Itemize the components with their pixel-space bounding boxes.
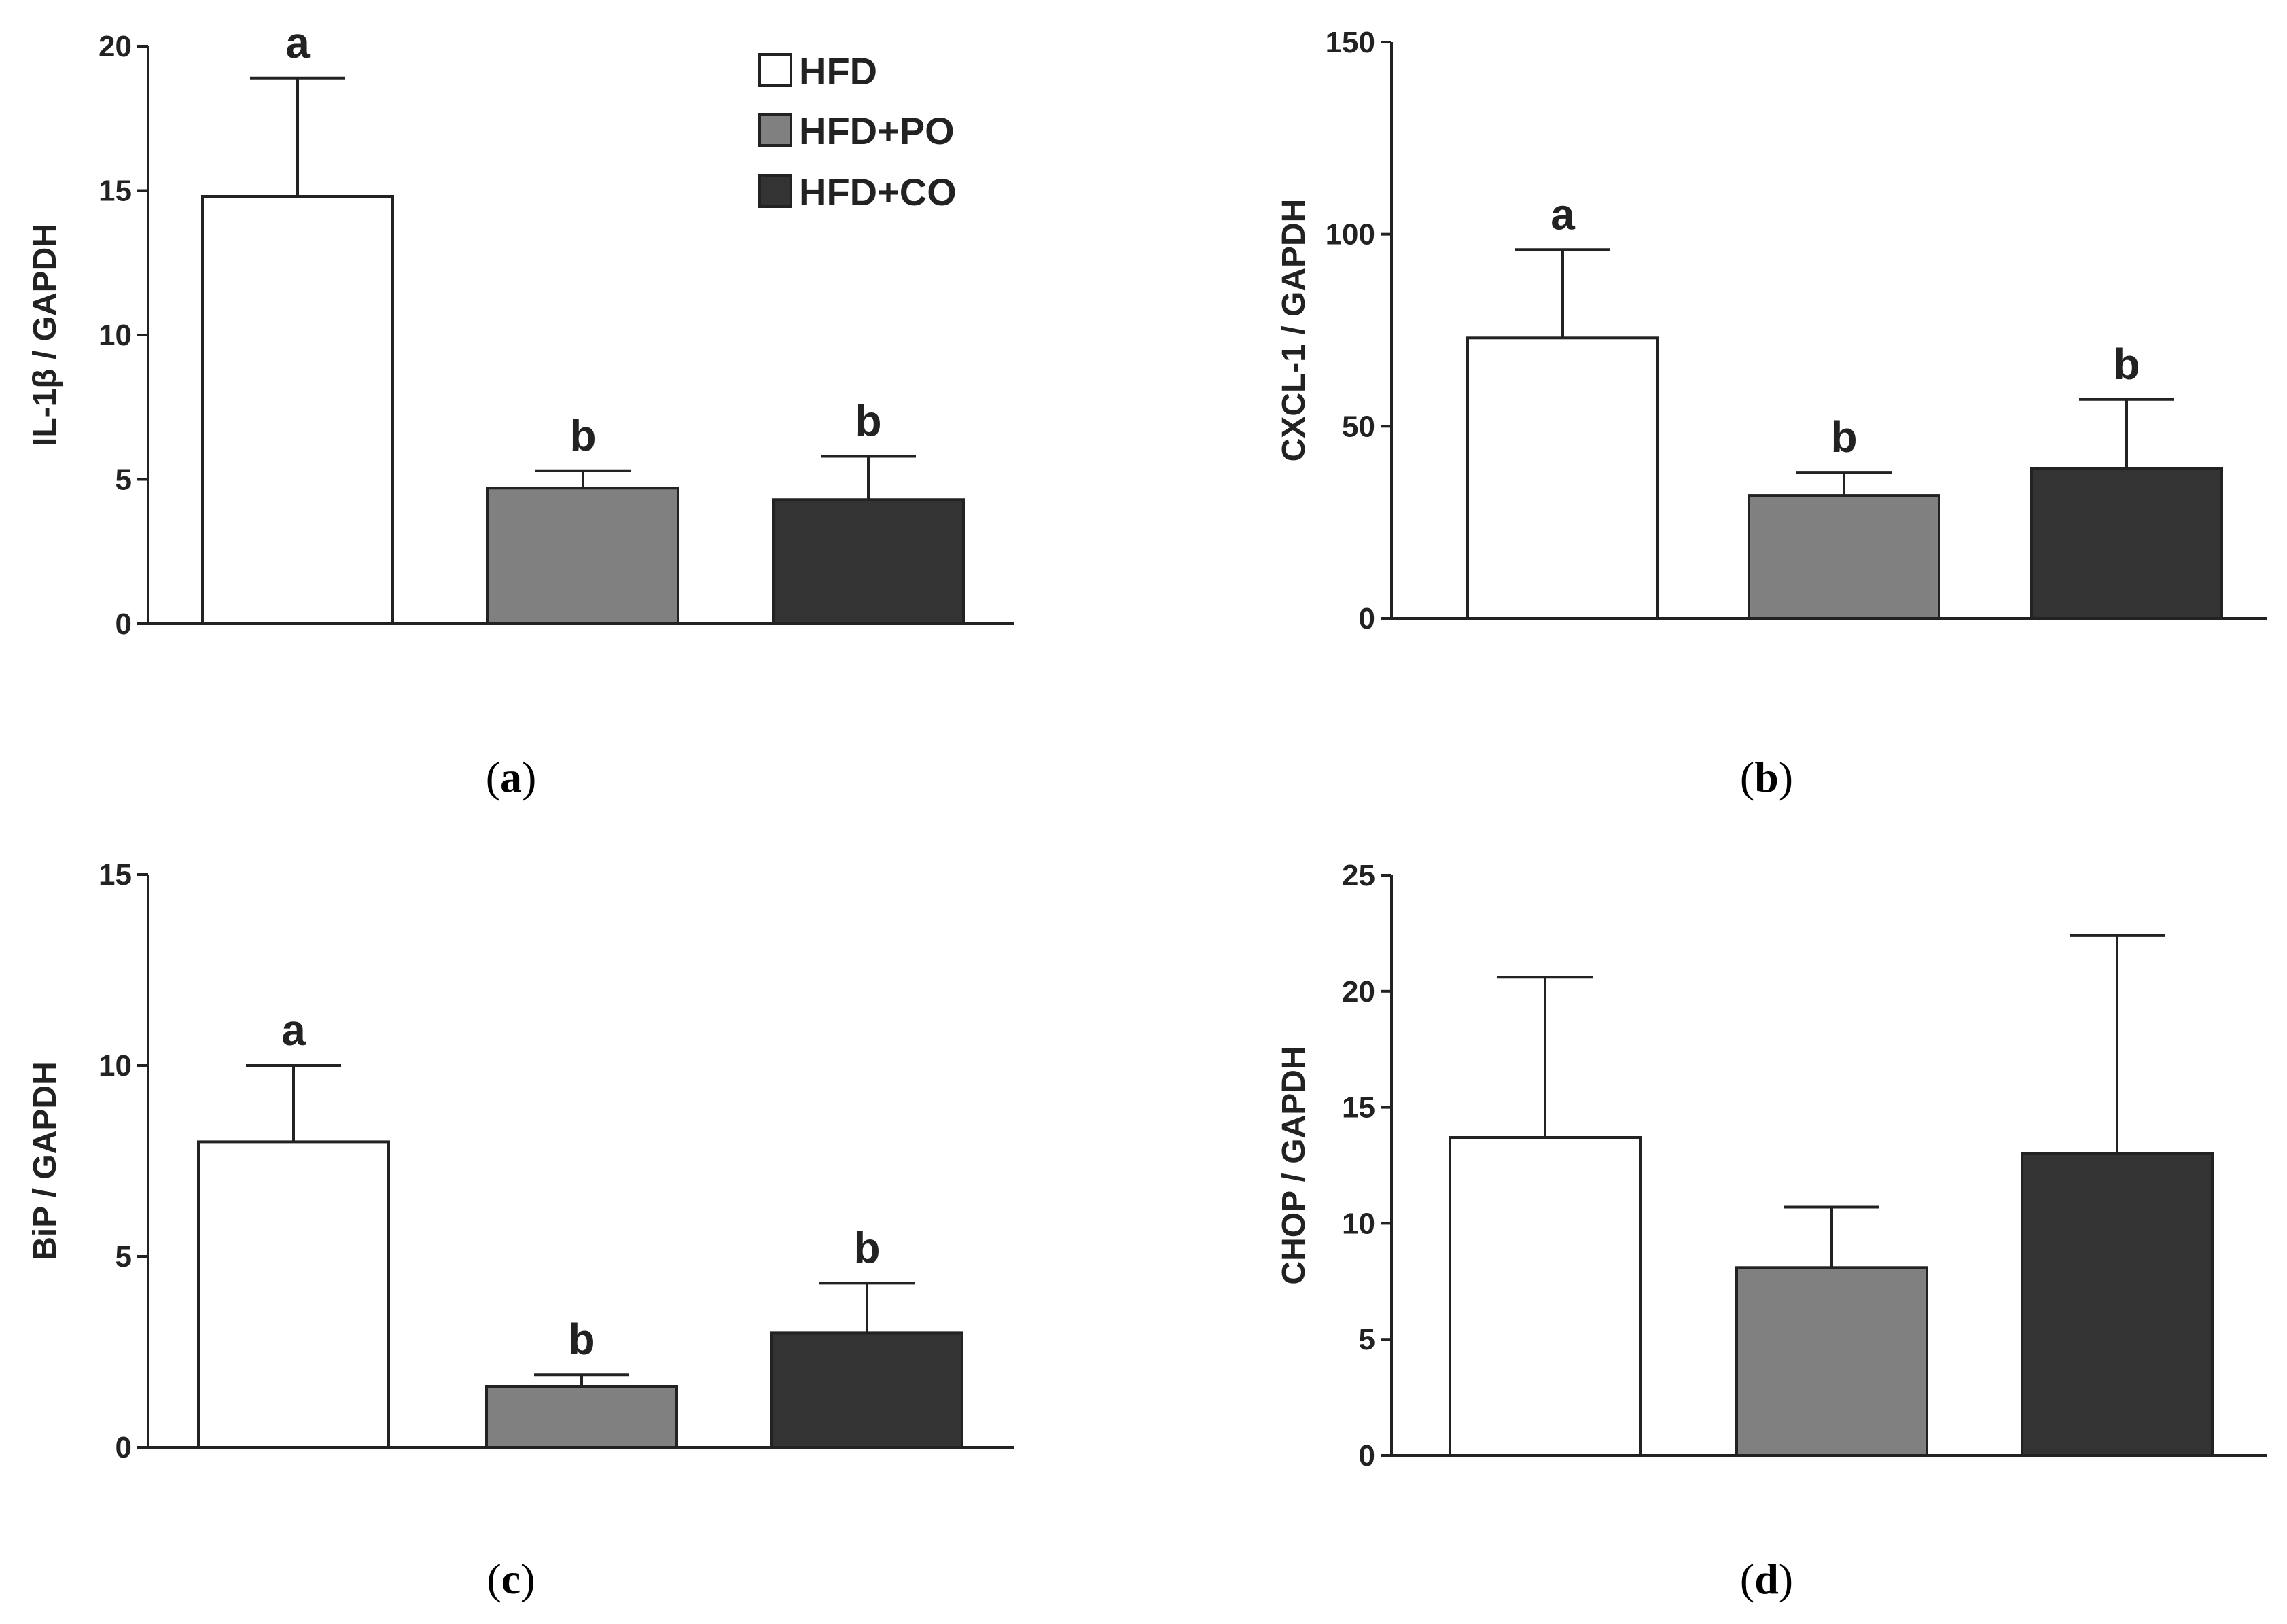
legend: HFD HFD+PO HFD+CO [758,50,957,213]
panel-caption-letter-c: c [501,1555,520,1603]
y-tick-label-a: 0 [116,607,132,641]
significance-letter-b-HFD: a [1550,190,1575,239]
y-tick-label-c: 0 [116,1431,132,1464]
bar-d-HFD [1449,1136,1642,1458]
bar-b-HFD [1466,336,1659,620]
legend-swatch-HFD+CO [758,174,792,208]
y-tick-label-b: 0 [1359,602,1375,635]
legend-swatch-HFD [758,53,792,87]
bar-b-HFD+CO [2030,467,2223,620]
significance-letter-b-HFD+PO: b [1830,412,1857,461]
y-tick-label-b: 100 [1326,218,1375,251]
legend-swatch-HFD+PO [758,113,792,147]
y-tick-label-a: 10 [99,319,132,352]
y-tick-label-d: 25 [1342,859,1375,892]
panel-caption-d: (d) [1740,1555,1793,1603]
y-tick-label-a: 15 [99,175,132,208]
y-axis-label-b: CXCL-1 / GAPDH [1276,199,1312,462]
significance-letter-a-HFD+PO: b [569,411,596,460]
y-axis-label-a: IL-1β / GAPDH [27,224,63,446]
panel-caption-letter-a: a [500,753,522,801]
bar-a-HFD+PO [486,487,679,625]
significance-letter-a-HFD: a [285,18,310,67]
panel-caption-c: (c) [486,1555,535,1603]
legend-label: HFD [799,50,877,92]
y-tick-label-d: 5 [1359,1323,1375,1356]
y-tick-label-c: 10 [99,1049,132,1082]
y-tick-label-a: 20 [99,30,132,63]
y-tick-label-a: 5 [116,463,132,497]
y-tick-label-b: 150 [1326,26,1375,59]
significance-letter-c-HFD: a [281,1006,306,1055]
y-axis-label-c: BiP / GAPDH [27,1061,63,1260]
legend-label: HFD+PO [799,109,955,152]
y-tick-label-d: 0 [1359,1439,1375,1472]
legend-label: HFD+CO [799,171,957,213]
bar-b-HFD+PO [1748,494,1940,620]
panel-caption-letter-b: b [1754,753,1779,801]
panel-caption-a: (a) [486,753,537,801]
bar-a-HFD [201,195,394,625]
bar-d-HFD+PO [1735,1266,1928,1457]
panel-caption-letter-d: d [1754,1555,1779,1603]
bar-d-HFD+CO [2021,1152,2214,1458]
panel-a: 0 5 10 15 20 IL-1β / GAPDH a b b (a) [27,18,1014,801]
y-tick-label-d: 10 [1342,1207,1375,1240]
bar-c-HFD+PO [485,1385,678,1449]
y-axis-label-d: CHOP / GAPDH [1276,1046,1312,1284]
significance-letter-c-HFD+PO: b [568,1315,595,1364]
y-tick-label-c: 15 [99,858,132,892]
y-tick-label-b: 50 [1342,410,1375,443]
y-tick-label-c: 5 [116,1240,132,1273]
significance-letter-c-HFD+CO: b [853,1223,880,1272]
bar-a-HFD+CO [772,498,965,625]
significance-letter-a-HFD+CO: b [855,397,881,446]
panel-c: 0 5 10 15 BiP / GAPDH a b b (c) [27,858,1014,1603]
y-tick-label-d: 20 [1342,975,1375,1008]
panel-d: 0 5 10 15 20 25 CHOP / GAPDH (d) [1276,859,2267,1603]
bar-c-HFD [197,1140,390,1449]
significance-letter-b-HFD+CO: b [2113,340,2140,389]
bar-c-HFD+CO [770,1331,963,1449]
y-tick-label-d: 15 [1342,1091,1375,1125]
panel-caption-b: (b) [1740,753,1793,801]
